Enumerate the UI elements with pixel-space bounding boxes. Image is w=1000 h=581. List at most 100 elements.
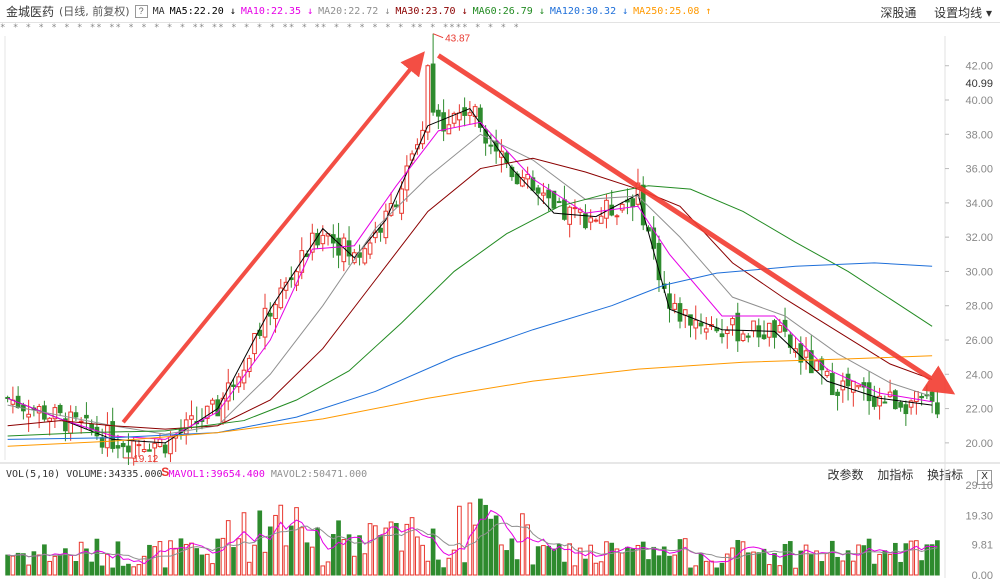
volume-bar [84,548,89,576]
candle-body [84,414,89,419]
volume-bar [793,567,798,576]
volume-bar [147,544,152,576]
candle-body [835,391,840,396]
ma-item: MA20:22.72 ↓ [318,6,391,17]
volume-bar [315,527,320,576]
candle-body [724,329,730,335]
candle-body [882,401,888,404]
volume-bar [893,542,898,576]
volume-bar [210,563,215,576]
volume-bar [614,548,620,576]
candle-body [593,219,599,222]
ma30-line [7,157,933,430]
candle-body [425,65,431,133]
stock-name[interactable]: 金城医药 [6,4,55,19]
ma-settings-link[interactable]: 设置均线 ▾ [934,6,992,20]
volume-bar [819,561,825,576]
volume-bar [231,547,236,576]
high-annotation: 43.87 [445,34,470,45]
volume-bar [78,541,84,576]
volume-bar [415,536,420,576]
candle-body [656,242,662,281]
volume-bar [57,554,63,576]
chart-header: 金城医药 (日线, 前复权) ? MA MA5:22.20 ↓ MA10:22.3… [0,0,1000,23]
candle-body [803,350,809,358]
change-params-link[interactable]: 改参数 [827,468,864,482]
volume-bar [252,544,257,576]
candle-body [367,242,373,255]
candle-body [525,173,530,180]
candle-body [231,384,236,387]
volume-bar [577,547,583,576]
volume-bar [341,539,347,576]
candle-body [761,334,767,340]
volume-bar [572,565,578,576]
candle-body [556,201,562,204]
candle-body [766,322,772,338]
candle-body [99,437,105,448]
candle-body [546,189,552,199]
volume-bar [451,549,457,576]
volume-bar [26,564,31,576]
volume-bar [99,565,105,576]
volume-bar [383,527,389,576]
volume-bar [772,553,777,576]
mavol1-value: MAVOL1:39654.400 [168,468,265,480]
candle-body [47,417,52,422]
candle-body [89,423,95,431]
mavol1-line [7,509,938,565]
volume-bar [619,552,625,576]
volume-bar [541,545,546,576]
close-icon[interactable]: X [977,470,992,485]
volume-bar [535,546,541,576]
volume-bar [141,555,147,576]
volume-bar [225,520,231,576]
candle-body [614,215,620,218]
volume-bar [220,537,226,576]
candle-body [26,413,31,418]
volume-bar [504,550,509,576]
volume-bar [724,553,730,576]
volume-bar [162,567,168,576]
candle-body [588,217,594,223]
volume-bar [194,548,200,576]
candle-body [126,445,131,453]
volume-bar [357,535,362,576]
volume-bar [635,544,641,576]
volume-bar [110,567,116,576]
volume-bar [798,550,804,576]
volume-bar [278,504,284,576]
volume-bar [661,546,667,576]
current-price-label: 40.99 [965,78,993,90]
add-indicator-link[interactable]: 加指标 [877,468,914,482]
candle-body [598,215,604,224]
volume-bar [530,564,536,576]
volume-bar [425,560,431,576]
candle-body [567,206,573,225]
help-icon[interactable]: ? [134,4,148,18]
volume-bar [782,543,788,576]
volume-bar [478,498,483,576]
period-label: (日线, 前复权) [59,5,130,18]
volume-bar [583,558,588,576]
volume-bar [436,559,441,576]
candle-body [436,109,441,117]
volume-bar [168,540,173,576]
candle-body [635,182,641,205]
volume-bar [682,538,688,576]
volume-bar [719,562,725,576]
shenguotong-link[interactable]: 深股通 [880,6,917,20]
ma20-line [7,133,933,435]
candle-body [451,112,457,124]
volume-bar [604,541,609,576]
volume-bar [68,554,73,576]
ma250-line [7,355,933,447]
ma-item: MA120:30.32 ↓ [549,6,629,17]
candle-body [152,442,158,449]
volume-bar [808,554,814,576]
volume-bar [856,544,861,576]
volume-bar [766,564,772,576]
candle-body [908,400,914,408]
volume-bar [609,542,615,576]
